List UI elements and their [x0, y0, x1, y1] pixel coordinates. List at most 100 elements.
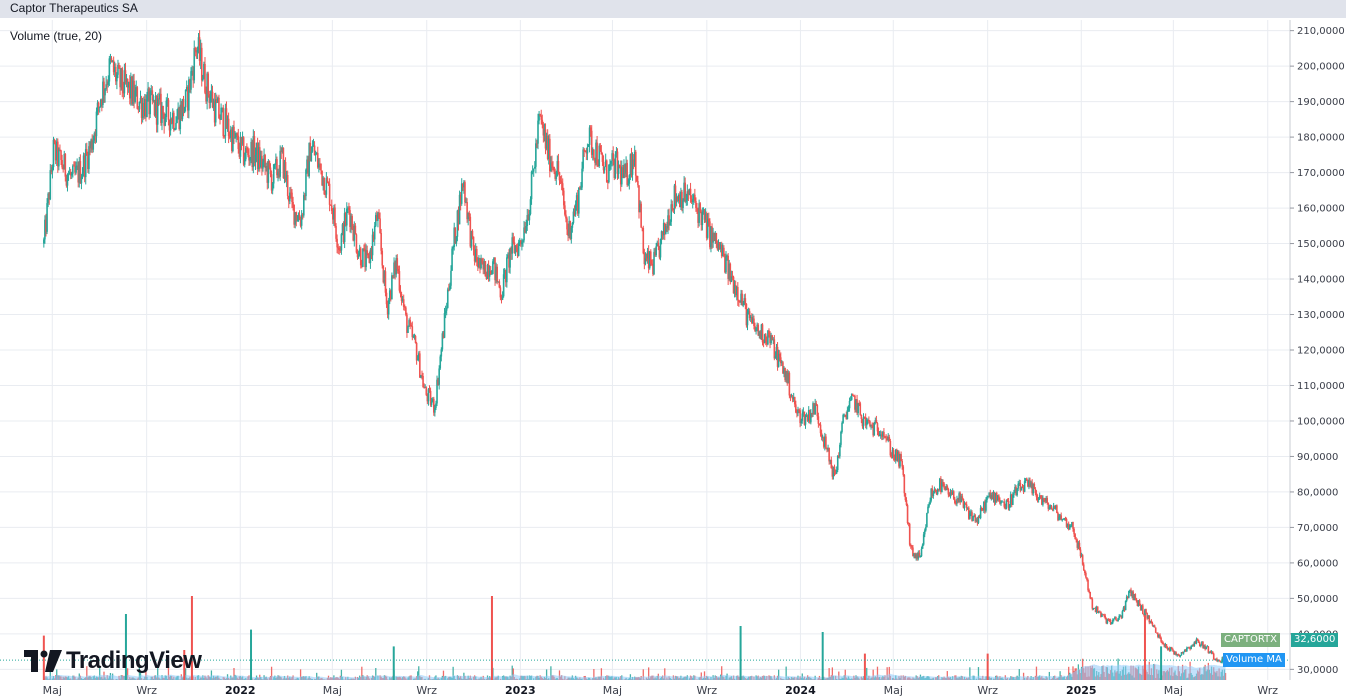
- price-candle-body: [1020, 487, 1023, 491]
- price-candle-body: [1221, 657, 1224, 662]
- price-candle-body: [1068, 526, 1071, 530]
- price-candle-body: [885, 437, 887, 439]
- price-candle-body: [1197, 640, 1200, 643]
- price-candle-body: [743, 298, 746, 305]
- price-candle-body: [449, 285, 451, 290]
- price-candle-body: [903, 474, 906, 494]
- price-candle-body: [356, 252, 359, 258]
- price-candle-body: [518, 240, 521, 243]
- price-candle-body: [597, 164, 599, 167]
- price-candle-body: [410, 324, 413, 327]
- price-candle-body: [210, 91, 213, 97]
- price-candle-body: [303, 195, 305, 216]
- price-candle-body: [933, 489, 936, 494]
- price-candle-body: [428, 389, 431, 391]
- price-candle-body: [812, 403, 814, 414]
- price-candle-body: [553, 166, 555, 172]
- price-candle-body: [748, 311, 751, 319]
- price-candle-body: [625, 162, 627, 174]
- price-candle-body: [573, 211, 576, 215]
- price-candle-body: [142, 102, 145, 117]
- price-candle-body: [397, 268, 400, 272]
- price-candle-body: [892, 450, 895, 458]
- price-candle-body: [538, 113, 540, 121]
- price-candle-body: [545, 135, 548, 149]
- price-candle-body: [994, 492, 997, 503]
- price-candle-body: [435, 403, 437, 408]
- price-candle-body: [729, 263, 732, 282]
- price-candle-body: [491, 273, 493, 275]
- price-candle-body: [294, 212, 297, 225]
- price-candle-body: [69, 172, 72, 176]
- price-candle-body: [364, 248, 366, 268]
- price-candle-body: [802, 411, 805, 414]
- price-candle-body: [324, 194, 327, 196]
- price-candle-body: [218, 97, 220, 119]
- price-candle-body: [986, 496, 988, 500]
- price-candle-body: [1026, 478, 1028, 481]
- price-candle-body: [921, 544, 924, 549]
- volume-indicator-label[interactable]: Volume (true, 20): [10, 29, 103, 43]
- price-candle-body: [959, 493, 961, 503]
- price-candle-body: [370, 249, 373, 256]
- price-candle-body: [52, 139, 55, 168]
- price-candle-body: [73, 165, 75, 167]
- price-candle-body: [265, 166, 268, 168]
- price-candle-body: [706, 218, 709, 238]
- price-candle-body: [1016, 488, 1018, 496]
- price-candle-body: [951, 491, 954, 495]
- price-candle-body: [501, 296, 504, 300]
- price-candle-body: [1106, 619, 1109, 624]
- price-candle-body: [899, 454, 901, 467]
- price-candle-body: [717, 242, 720, 250]
- price-candle-body: [1124, 600, 1127, 611]
- price-candle-body: [264, 155, 266, 168]
- price-candle-body: [1180, 652, 1183, 656]
- price-candle-body: [258, 147, 261, 168]
- price-candle-body: [686, 191, 689, 201]
- price-candle-body: [660, 231, 663, 239]
- price-candle-body: [1045, 497, 1047, 502]
- price-candle-body: [220, 107, 222, 120]
- price-candle-body: [531, 171, 534, 173]
- price-candle-body: [1105, 618, 1108, 624]
- price-candle-body: [583, 149, 585, 151]
- price-candle-body: [194, 47, 197, 52]
- price-candle-body: [252, 136, 255, 168]
- price-candle-body: [1100, 611, 1102, 617]
- price-candle-body: [703, 210, 706, 220]
- price-axis[interactable]: 30,000040,000050,000060,000070,000080,00…: [1289, 20, 1345, 680]
- price-candle-body: [141, 102, 144, 118]
- price-candle-body: [1171, 647, 1173, 650]
- price-candle-body: [969, 513, 971, 519]
- price-candle-body: [546, 135, 549, 159]
- price-candle-body: [321, 170, 323, 186]
- price-candle-body: [1059, 515, 1061, 517]
- price-candle-body: [813, 403, 815, 415]
- tradingview-logo[interactable]: TradingView: [24, 647, 202, 674]
- price-candle-body: [108, 58, 111, 82]
- price-candle-body: [74, 165, 76, 173]
- price-candle-body: [863, 416, 866, 418]
- price-candle-body: [152, 100, 155, 101]
- price-candle-body: [104, 88, 106, 96]
- time-axis[interactable]: Maj Wrz 2022 Maj Wrz 2023 Maj Wrz 2024 Maj Wrz 2025…: [43, 684, 1279, 697]
- price-candle-body: [417, 353, 420, 360]
- price-candle-body: [169, 118, 172, 131]
- price-candle-body: [886, 438, 888, 441]
- price-candle-body: [188, 79, 190, 111]
- price-candle-body: [882, 432, 884, 437]
- price-candle-body: [1057, 513, 1059, 521]
- price-candle-body: [408, 320, 410, 327]
- price-candle-body: [334, 207, 336, 226]
- price-candle-body: [977, 516, 980, 523]
- price-candle-body: [967, 507, 970, 519]
- price-candle-body: [167, 99, 170, 120]
- y-tick-label: 110,0000: [1297, 381, 1345, 392]
- price-candle-body: [190, 71, 192, 90]
- y-tick-label: 210,0000: [1297, 26, 1345, 37]
- price-candle-body: [643, 253, 646, 265]
- price-candle-body: [279, 150, 281, 177]
- price-candle-body: [509, 248, 511, 268]
